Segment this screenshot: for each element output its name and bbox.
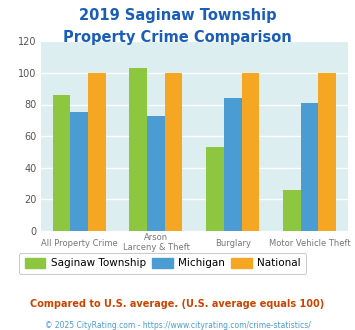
- Text: Property Crime Comparison: Property Crime Comparison: [63, 30, 292, 45]
- Bar: [165, 73, 182, 231]
- Bar: [147, 115, 165, 231]
- Bar: [70, 113, 88, 231]
- Text: © 2025 CityRating.com - https://www.cityrating.com/crime-statistics/: © 2025 CityRating.com - https://www.city…: [45, 321, 310, 330]
- Bar: [241, 73, 259, 231]
- Bar: [283, 190, 301, 231]
- Text: Compared to U.S. average. (U.S. average equals 100): Compared to U.S. average. (U.S. average …: [31, 299, 324, 309]
- Bar: [318, 73, 336, 231]
- Bar: [88, 73, 106, 231]
- Text: Arson: Arson: [144, 233, 168, 242]
- Text: 2019 Saginaw Township: 2019 Saginaw Township: [79, 8, 276, 23]
- Text: All Property Crime: All Property Crime: [41, 239, 118, 248]
- Text: Burglary: Burglary: [215, 239, 251, 248]
- Text: Larceny & Theft: Larceny & Theft: [122, 243, 190, 251]
- Bar: [224, 98, 241, 231]
- Legend: Saginaw Township, Michigan, National: Saginaw Township, Michigan, National: [20, 253, 306, 274]
- Bar: [53, 95, 70, 231]
- Bar: [206, 147, 224, 231]
- Bar: [301, 103, 318, 231]
- Bar: [130, 68, 147, 231]
- Text: Motor Vehicle Theft: Motor Vehicle Theft: [269, 239, 350, 248]
